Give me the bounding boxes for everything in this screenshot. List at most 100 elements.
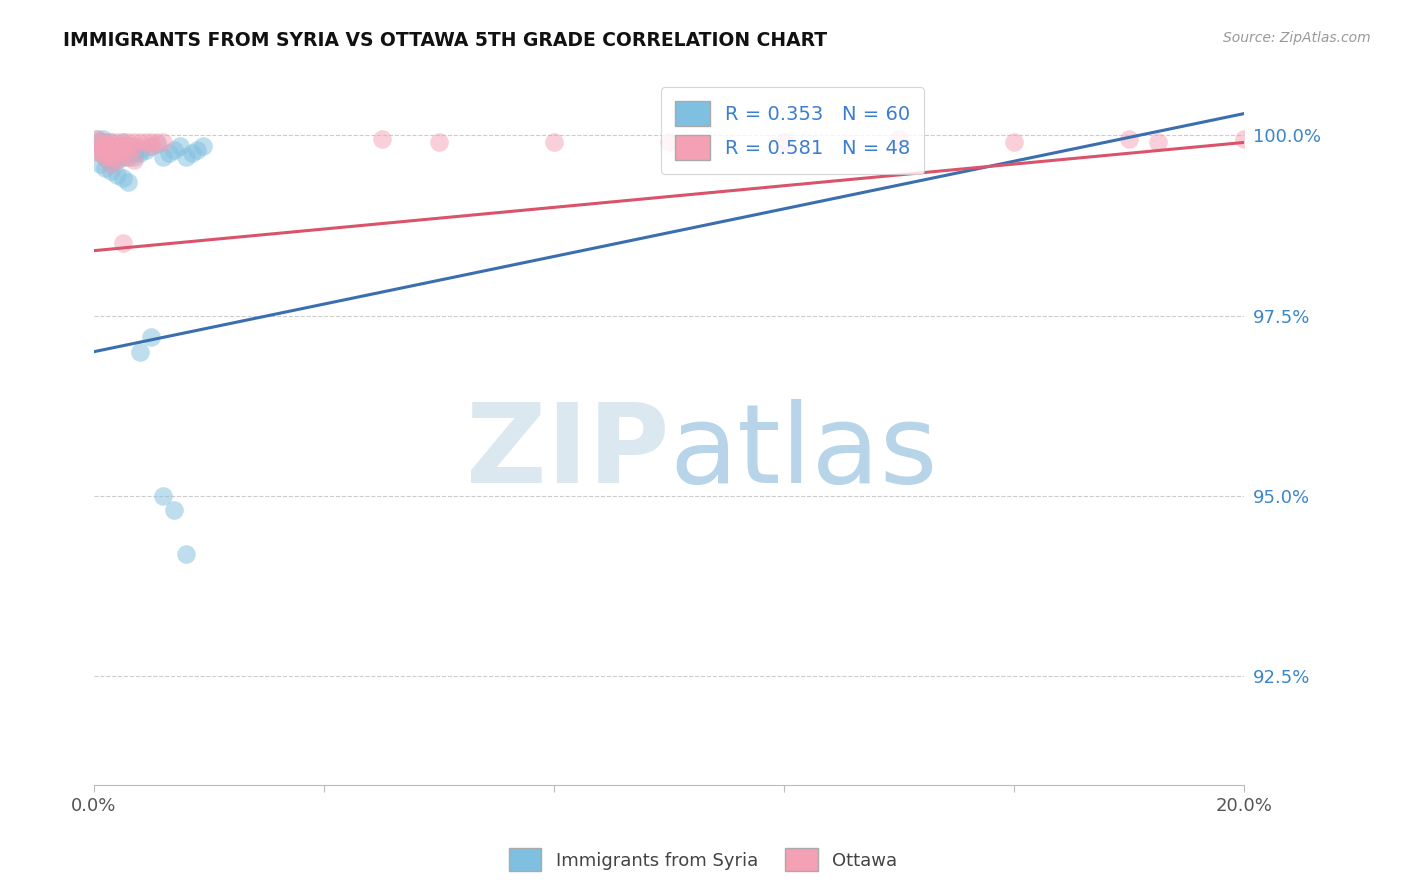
Point	[122, 139, 145, 153]
Text: ZIP: ZIP	[465, 399, 669, 506]
Point	[100, 146, 122, 161]
Point	[117, 143, 139, 157]
Point	[1233, 132, 1256, 146]
Text: atlas: atlas	[669, 399, 938, 506]
Point	[163, 143, 186, 157]
Point	[135, 136, 157, 150]
Point	[111, 146, 134, 161]
Legend: R = 0.353   N = 60, R = 0.581   N = 48: R = 0.353 N = 60, R = 0.581 N = 48	[661, 87, 924, 174]
Point	[100, 136, 122, 150]
Point	[100, 153, 122, 168]
Point	[122, 143, 145, 157]
Point	[94, 150, 117, 164]
Point	[122, 139, 145, 153]
Point	[100, 164, 122, 178]
Point	[89, 157, 111, 171]
Point	[773, 136, 796, 150]
Point	[89, 146, 111, 161]
Point	[105, 136, 128, 150]
Point	[100, 146, 122, 161]
Point	[94, 146, 117, 161]
Point	[117, 175, 139, 189]
Point	[141, 139, 163, 153]
Point	[100, 139, 122, 153]
Point	[105, 153, 128, 168]
Point	[141, 136, 163, 150]
Point	[105, 153, 128, 168]
Point	[94, 150, 117, 164]
Point	[100, 143, 122, 157]
Point	[89, 143, 111, 157]
Point	[146, 136, 169, 151]
Point	[100, 150, 122, 164]
Point	[122, 136, 145, 150]
Point	[129, 143, 152, 157]
Point	[169, 139, 191, 153]
Point	[105, 143, 128, 157]
Point	[889, 132, 911, 146]
Point	[117, 139, 139, 153]
Point	[89, 136, 111, 150]
Point	[94, 146, 117, 161]
Point	[94, 139, 117, 153]
Point	[105, 168, 128, 182]
Point	[122, 150, 145, 164]
Point	[117, 146, 139, 161]
Point	[122, 146, 145, 161]
Point	[105, 150, 128, 164]
Point	[94, 139, 117, 153]
Point	[89, 136, 111, 150]
Point	[427, 136, 450, 150]
Point	[146, 136, 169, 150]
Point	[152, 136, 174, 150]
Point	[100, 150, 122, 164]
Point	[152, 489, 174, 503]
Point	[111, 139, 134, 153]
Point	[86, 132, 108, 146]
Text: IMMIGRANTS FROM SYRIA VS OTTAWA 5TH GRADE CORRELATION CHART: IMMIGRANTS FROM SYRIA VS OTTAWA 5TH GRAD…	[63, 31, 827, 50]
Point	[89, 139, 111, 153]
Point	[174, 150, 197, 164]
Point	[94, 136, 117, 150]
Point	[105, 143, 128, 157]
Point	[94, 143, 117, 157]
Point	[105, 139, 128, 153]
Point	[129, 344, 152, 359]
Legend: Immigrants from Syria, Ottawa: Immigrants from Syria, Ottawa	[502, 841, 904, 879]
Point	[543, 136, 565, 150]
Point	[117, 150, 139, 164]
Point	[157, 146, 180, 161]
Point	[117, 139, 139, 153]
Point	[129, 146, 152, 161]
Point	[174, 547, 197, 561]
Point	[370, 132, 392, 146]
Point	[186, 143, 208, 157]
Point	[193, 139, 215, 153]
Point	[117, 150, 139, 164]
Point	[111, 143, 134, 157]
Point	[94, 161, 117, 175]
Point	[111, 150, 134, 164]
Point	[89, 146, 111, 161]
Point	[122, 153, 145, 168]
Point	[111, 139, 134, 153]
Point	[658, 136, 681, 150]
Point	[100, 157, 122, 171]
Point	[111, 236, 134, 251]
Point	[117, 136, 139, 150]
Point	[89, 139, 111, 153]
Point	[86, 132, 108, 146]
Point	[1147, 136, 1170, 150]
Point	[100, 143, 122, 157]
Point	[180, 146, 202, 161]
Point	[152, 150, 174, 164]
Point	[97, 153, 120, 168]
Point	[105, 146, 128, 161]
Point	[111, 143, 134, 157]
Point	[111, 146, 134, 161]
Point	[135, 143, 157, 157]
Point	[105, 139, 128, 153]
Point	[100, 139, 122, 153]
Point	[111, 136, 134, 150]
Point	[100, 136, 122, 150]
